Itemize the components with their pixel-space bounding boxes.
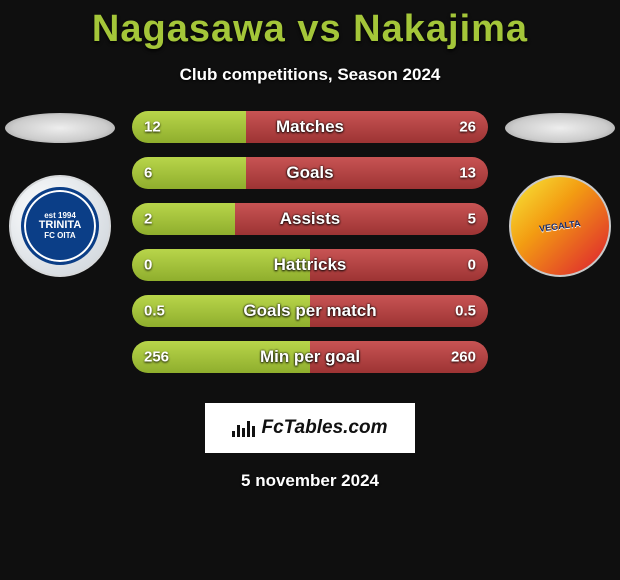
stat-bar-left [132,249,310,281]
left-player-photo [5,113,115,143]
logo-line: FC OITA [44,232,75,240]
stat-left-value: 0.5 [144,303,165,320]
stat-left-value: 256 [144,349,169,366]
stat-bar-right [246,111,488,143]
stat-bar-right [235,203,488,235]
right-club-logo-inner: VEGALTA [539,218,582,234]
page-title: Nagasawa vs Nakajima [0,8,620,51]
stat-right-value: 26 [459,119,476,136]
stat-left-value: 0 [144,257,152,274]
stat-bar-right [246,157,488,189]
source-text: FcTables.com [261,417,387,439]
stat-bars: Matches1226Goals613Assists25Hattricks00G… [132,111,488,373]
stat-row: Matches1226 [132,111,488,143]
left-player-column: est 1994 TRINITA FC OITA [0,111,120,277]
source-attribution: FcTables.com [205,403,415,453]
left-club-logo-inner: est 1994 TRINITA FC OITA [21,187,99,265]
stat-right-value: 13 [459,165,476,182]
stat-left-value: 12 [144,119,161,136]
stats-area: est 1994 TRINITA FC OITA VEGALTA Matches… [0,111,620,381]
stat-row: Min per goal256260 [132,341,488,373]
stat-right-value: 5 [468,211,476,228]
right-player-column: VEGALTA [500,111,620,277]
stat-row: Goals613 [132,157,488,189]
stat-right-value: 0.5 [455,303,476,320]
page-subtitle: Club competitions, Season 2024 [0,65,620,85]
stat-row: Goals per match0.50.5 [132,295,488,327]
stat-left-value: 2 [144,211,152,228]
stat-bar-right [310,249,488,281]
left-club-logo: est 1994 TRINITA FC OITA [9,175,111,277]
stat-row: Hattricks00 [132,249,488,281]
footer-date: 5 november 2024 [0,471,620,491]
right-player-photo [505,113,615,143]
stat-row: Assists25 [132,203,488,235]
bars-icon [232,419,255,437]
stat-left-value: 6 [144,165,152,182]
right-club-logo: VEGALTA [509,175,611,277]
comparison-card: Nagasawa vs Nakajima Club competitions, … [0,8,620,580]
stat-right-value: 260 [451,349,476,366]
stat-right-value: 0 [468,257,476,274]
